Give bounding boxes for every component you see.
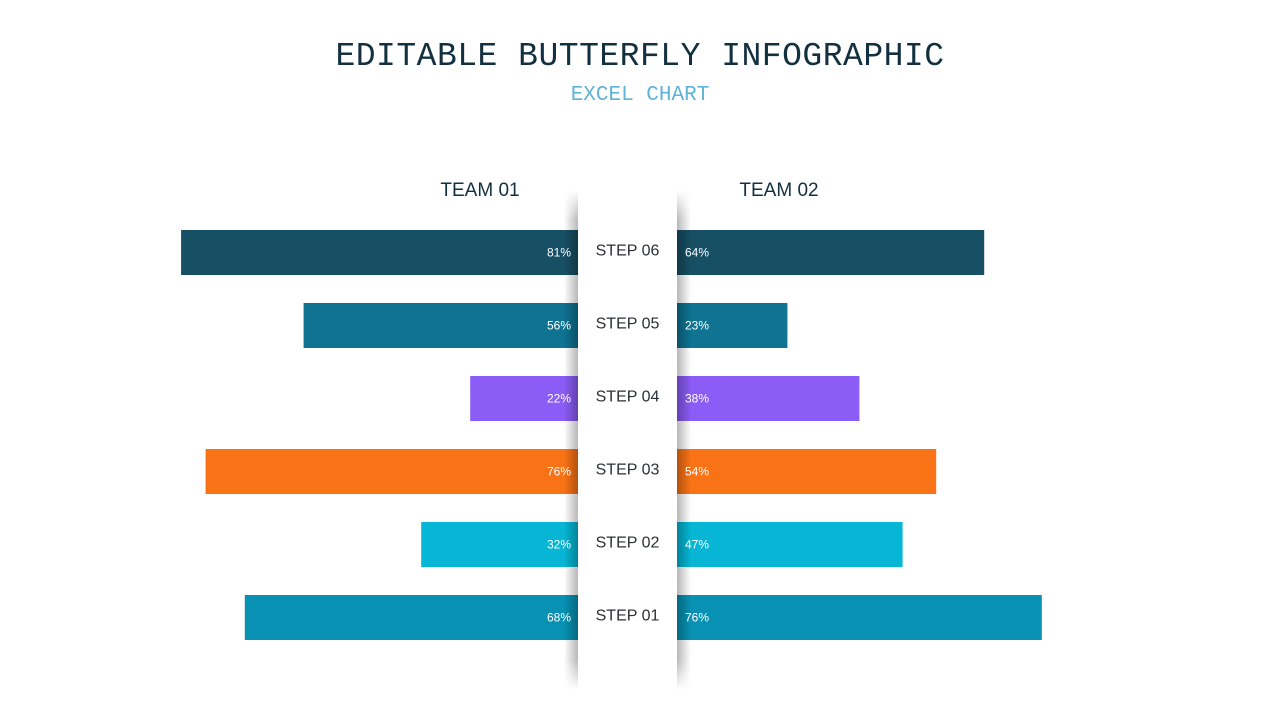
chart-subtitle: EXCEL CHART bbox=[570, 84, 710, 107]
category-label: STEP 03 bbox=[596, 462, 660, 479]
data-label-team-01: 56% bbox=[547, 319, 571, 333]
bar-team-02 bbox=[677, 522, 903, 567]
center-strip bbox=[564, 180, 691, 700]
category-label: STEP 01 bbox=[596, 608, 660, 625]
bar-team-01 bbox=[205, 449, 578, 494]
category-label: STEP 05 bbox=[596, 316, 660, 333]
bar-team-02 bbox=[677, 303, 788, 348]
category-label: STEP 02 bbox=[596, 535, 660, 552]
series-label-team-01: TEAM 01 bbox=[440, 180, 520, 201]
category-label: STEP 04 bbox=[596, 389, 660, 406]
data-label-team-02: 23% bbox=[685, 319, 709, 333]
bar-team-01 bbox=[470, 376, 578, 421]
data-label-team-02: 64% bbox=[685, 246, 709, 260]
series-label-team-02: TEAM 02 bbox=[739, 180, 819, 201]
data-label-team-01: 22% bbox=[547, 392, 571, 406]
bar-team-01 bbox=[181, 230, 578, 275]
data-label-team-01: 76% bbox=[547, 465, 571, 479]
strip-shadow-right bbox=[677, 190, 691, 690]
bar-team-01 bbox=[421, 522, 578, 567]
chart-title: EDITABLE BUTTERFLY INFOGRAPHIC bbox=[335, 38, 945, 75]
data-label-team-01: 68% bbox=[547, 611, 571, 625]
data-label-team-02: 38% bbox=[685, 392, 709, 406]
bar-team-02 bbox=[677, 230, 985, 275]
category-label: STEP 06 bbox=[596, 243, 660, 260]
data-label-team-02: 54% bbox=[685, 465, 709, 479]
data-label-team-01: 32% bbox=[547, 538, 571, 552]
data-label-team-02: 76% bbox=[685, 611, 709, 625]
bar-team-02 bbox=[677, 595, 1042, 640]
strip-body bbox=[578, 180, 677, 700]
strip-shadow-left bbox=[564, 190, 578, 690]
data-label-team-02: 47% bbox=[685, 538, 709, 552]
data-label-team-01: 81% bbox=[547, 246, 571, 260]
bar-team-02 bbox=[677, 449, 937, 494]
bar-team-01 bbox=[303, 303, 578, 348]
bar-team-01 bbox=[244, 595, 579, 640]
bar-team-02 bbox=[677, 376, 860, 421]
